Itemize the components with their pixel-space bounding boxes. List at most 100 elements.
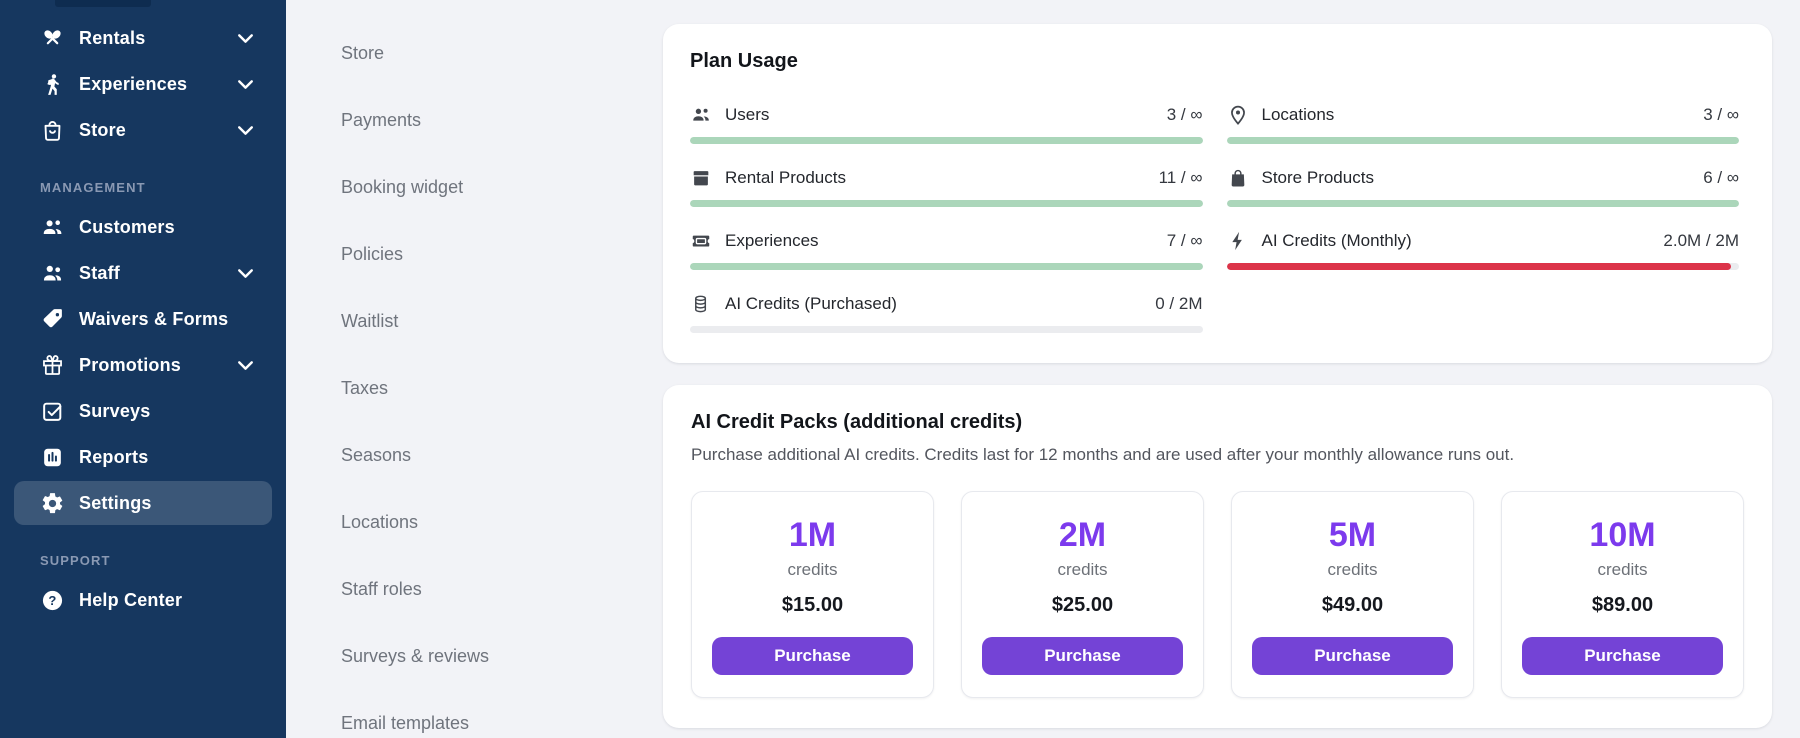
pack-unit: credits (1327, 559, 1378, 579)
sidebar-item-reports[interactable]: Reports (14, 435, 272, 479)
sidebar-section-label: SUPPORT (40, 553, 111, 568)
sidebar-item-label: Promotions (79, 354, 182, 375)
sidebar-item-surveys[interactable]: Surveys (14, 389, 272, 433)
coins-icon (690, 293, 712, 315)
submenu-item-email-templates[interactable]: Email templates (341, 713, 470, 733)
purchase-button-1m[interactable]: Purchase (712, 636, 913, 675)
sidebar-item-help-center[interactable]: ? Help Center (14, 578, 272, 622)
usage-row-header: Locations 3 / ∞ (1227, 103, 1739, 127)
submenu-item-locations[interactable]: Locations (341, 512, 419, 532)
usage-progress-track (1226, 137, 1739, 144)
purchase-button-5m[interactable]: Purchase (1252, 636, 1453, 675)
svg-text:?: ? (48, 592, 56, 607)
usage-progress-fill (690, 263, 1203, 270)
pack-amount: 1M (788, 516, 837, 554)
usage-label: Locations (1261, 105, 1335, 124)
bag-solid-icon (1227, 167, 1249, 189)
sidebar-item-promotions[interactable]: Promotions (14, 343, 272, 387)
submenu-item-booking-widget[interactable]: Booking widget (341, 177, 464, 197)
usage-progress-track (690, 137, 1203, 144)
pack-amount: 2M (1058, 516, 1107, 554)
usage-value: 0 / 2M (1155, 294, 1203, 313)
sidebar-item-label: Rentals (79, 27, 146, 48)
gift-icon (40, 353, 65, 378)
submenu-item-store[interactable]: Store (341, 43, 385, 63)
sidebar-item-label: Store (79, 119, 127, 140)
pin-icon (1227, 104, 1249, 126)
pack-price: $25.00 (1051, 593, 1114, 616)
submenu-item-staff-roles[interactable]: Staff roles (341, 579, 422, 599)
sidebar-section-label: MANAGEMENT (40, 180, 146, 195)
sidebar-item-experiences[interactable]: Experiences (14, 62, 272, 106)
usage-row-store-products: Store Products 6 / ∞ (1226, 166, 1739, 207)
report-bars-icon (40, 445, 65, 470)
pack-amount: 10M (1589, 516, 1656, 554)
sidebar-item-rentals[interactable]: Rentals (14, 16, 272, 60)
survey-check-icon (40, 399, 65, 424)
sidebar-item-label: Customers (79, 216, 175, 237)
usage-row-header: Experiences 7 / ∞ (690, 229, 1203, 253)
submenu-item-waitlist[interactable]: Waitlist (341, 311, 399, 331)
credit-pack-tile-5m: 5M credits $49.00 Purchase (1231, 491, 1474, 698)
sidebar-item-customers[interactable]: Customers (14, 205, 272, 249)
usage-progress-track (690, 263, 1203, 270)
usage-value: 11 / ∞ (1158, 168, 1203, 187)
submenu-item-surveys-reviews[interactable]: Surveys & reviews (341, 646, 490, 666)
sidebar-item-staff[interactable]: Staff (14, 251, 272, 295)
main-sidebar: Rentals Experiences Store MANAGEMENT Custome… (0, 0, 286, 738)
staff-icon (40, 261, 65, 286)
main-content: Plan Usage Users 3 / ∞ Rental Products 11 /… (606, 0, 1800, 738)
users-group-icon (40, 215, 65, 240)
submenu-item-payments[interactable]: Payments (341, 110, 422, 130)
sidebar-item-label: Surveys (79, 400, 151, 421)
purchase-button-2m[interactable]: Purchase (982, 636, 1183, 675)
packs-row: 1M credits $15.00 Purchase 2M credits $25.00 Pu… (691, 491, 1744, 698)
chevron-down-icon (233, 118, 258, 143)
sidebar-item-label: Reports (79, 446, 149, 467)
usage-label: AI Credits (Purchased) (725, 294, 897, 313)
rentals-icon (40, 26, 65, 51)
usage-label: Store Products (1261, 168, 1374, 187)
sidebar-item-label: Waivers & Forms (79, 308, 229, 329)
pack-unit: credits (787, 559, 838, 579)
chevron-down-icon (233, 72, 258, 97)
sidebar-nav: Rentals Experiences Store MANAGEMENT Custome… (0, 16, 286, 622)
usage-label: Experiences (725, 231, 819, 250)
sidebar-item-label: Experiences (79, 73, 188, 94)
usage-row-locations: Locations 3 / ∞ (1226, 103, 1739, 144)
sidebar-item-store[interactable]: Store (14, 108, 272, 152)
sidebar-item-waivers-forms[interactable]: Waivers & Forms (14, 297, 272, 341)
credit-pack-tile-1m: 1M credits $15.00 Purchase (691, 491, 934, 698)
usage-grid: Users 3 / ∞ Rental Products 11 / ∞ Experienc… (690, 103, 1739, 333)
chevron-down-icon (233, 26, 258, 51)
sidebar-item-settings[interactable]: Settings (14, 481, 272, 525)
credit-pack-tile-10m: 10M credits $89.00 Purchase (1501, 491, 1744, 698)
pack-price: $15.00 (781, 593, 844, 616)
chevron-down-icon (233, 261, 258, 286)
submenu-item-policies[interactable]: Policies (341, 244, 404, 264)
purchase-button-10m[interactable]: Purchase (1522, 636, 1723, 675)
gear-icon (40, 491, 65, 516)
plan-usage-card: Plan Usage Users 3 / ∞ Rental Products 11 /… (663, 24, 1772, 363)
usage-row-header: Rental Products 11 / ∞ (690, 166, 1203, 190)
sidebar-item-label: Staff (79, 262, 120, 283)
ticket-icon (690, 230, 712, 252)
credit-packs-title: AI Credit Packs (additional credits) (691, 411, 1023, 433)
usage-row-users: Users 3 / ∞ (690, 103, 1203, 144)
tag-icon (40, 307, 65, 332)
usage-label: Rental Products (725, 168, 846, 187)
usage-label: AI Credits (Monthly) (1261, 231, 1412, 250)
usage-progress-track (690, 200, 1203, 207)
usage-progress-fill (690, 200, 1203, 207)
submenu-item-seasons[interactable]: Seasons (341, 445, 412, 465)
usage-progress-fill (1226, 200, 1739, 207)
sidebar-item-label: Settings (79, 492, 152, 513)
usage-progress-fill (690, 137, 1203, 144)
pack-amount: 5M (1328, 516, 1377, 554)
pack-price: $89.00 (1591, 593, 1654, 616)
credit-pack-tile-2m: 2M credits $25.00 Purchase (961, 491, 1204, 698)
usage-value: 2.0M / 2M (1663, 231, 1739, 250)
sidebar-item-label: Help Center (79, 589, 183, 610)
usage-row-rental-products: Rental Products 11 / ∞ (690, 166, 1203, 207)
submenu-item-taxes[interactable]: Taxes (341, 378, 389, 398)
